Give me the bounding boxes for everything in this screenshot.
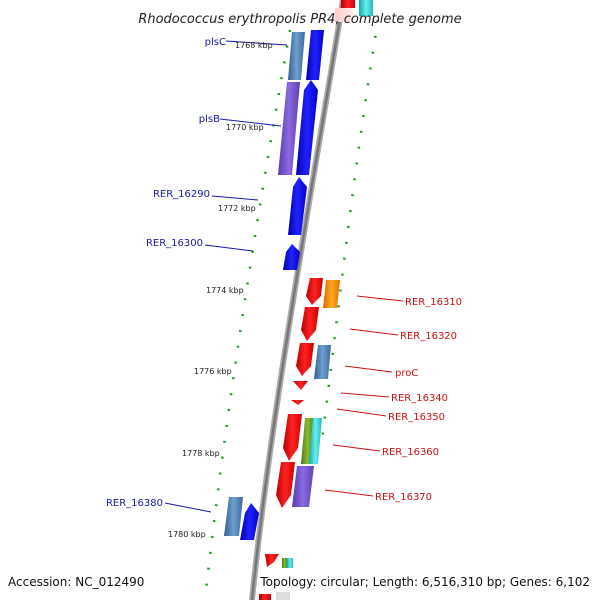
feature-rer16380-steel [224, 497, 243, 536]
gene-label-rer16360: RER_16360 [382, 447, 439, 458]
feature-rer16360-red [283, 414, 302, 461]
leader-lines [164, 40, 404, 513]
tick-label: 1768 kbp [235, 41, 273, 50]
feature-plsb-purple [278, 82, 300, 175]
gene-labels-right: RER_16310 RER_16320 proC RER_16340 RER_1… [375, 297, 462, 503]
genome-backbone [249, 0, 346, 600]
feature-rer16300 [283, 244, 300, 270]
feature-bottom-cyan [287, 558, 293, 568]
gene-label-rer16300: RER_16300 [146, 238, 203, 249]
feature-plsc-blue [306, 30, 324, 80]
gene-label-rer16320: RER_16320 [400, 331, 457, 342]
feature-proc-steel [314, 345, 331, 379]
feature-rer16360-cyan [309, 418, 322, 464]
gene-label-rer16370: RER_16370 [375, 492, 432, 503]
feature-top-cyan [359, 0, 373, 16]
accession-label: Accession: NC_012490 [8, 575, 144, 589]
feature-bottom-grey [276, 592, 290, 600]
feature-bottom-red [265, 554, 279, 567]
feature-rer16370-purple [292, 466, 314, 507]
feature-rer16290 [288, 177, 307, 235]
tick-label: 1776 kbp [194, 367, 232, 376]
feature-proc-red [296, 343, 314, 376]
feature-top-pink [335, 8, 353, 22]
feature-rer16320 [301, 307, 319, 341]
gene-label-rer16350: RER_16350 [388, 412, 445, 423]
feature-plsb-blue [296, 80, 318, 175]
gene-label-proc: proC [395, 368, 418, 379]
feature-rer16310-red [306, 278, 323, 305]
topology-label: Topology: circular; Length: 6,516,310 bp… [259, 575, 590, 589]
gene-label-plsc: plsC [205, 37, 226, 48]
gene-labels-left: plsC plsB RER_16290 RER_16300 RER_16380 [106, 37, 226, 509]
tick-rails [204, 19, 380, 591]
feature-bottom-olive [282, 558, 287, 568]
tick-label: 1778 kbp [182, 449, 220, 458]
gene-label-plsb: plsB [199, 114, 220, 125]
tick-label: 1772 kbp [218, 204, 256, 213]
gene-label-rer16380: RER_16380 [106, 498, 163, 509]
feature-rer16380-blue [240, 503, 259, 540]
feature-rer16350 [291, 400, 304, 405]
gene-label-rer16310: RER_16310 [405, 297, 462, 308]
tick-labels: 1768 kbp 1770 kbp 1772 kbp 1774 kbp 1776… [168, 41, 273, 539]
feature-top-red [341, 0, 355, 8]
gene-features [224, 0, 373, 600]
tick-label: 1780 kbp [168, 530, 206, 539]
feature-rer16340 [293, 381, 308, 390]
gene-label-rer16290: RER_16290 [153, 189, 210, 200]
tick-label: 1774 kbp [206, 286, 244, 295]
feature-rer16370-red [276, 462, 295, 508]
feature-bottom-red2 [259, 594, 271, 600]
gene-label-rer16340: RER_16340 [391, 393, 448, 404]
feature-plsc-steel [288, 32, 305, 80]
tick-label: 1770 kbp [226, 123, 264, 132]
feature-rer16310-orange [323, 280, 340, 308]
map-title: Rhodococcus erythropolis PR4, complete g… [138, 12, 461, 27]
